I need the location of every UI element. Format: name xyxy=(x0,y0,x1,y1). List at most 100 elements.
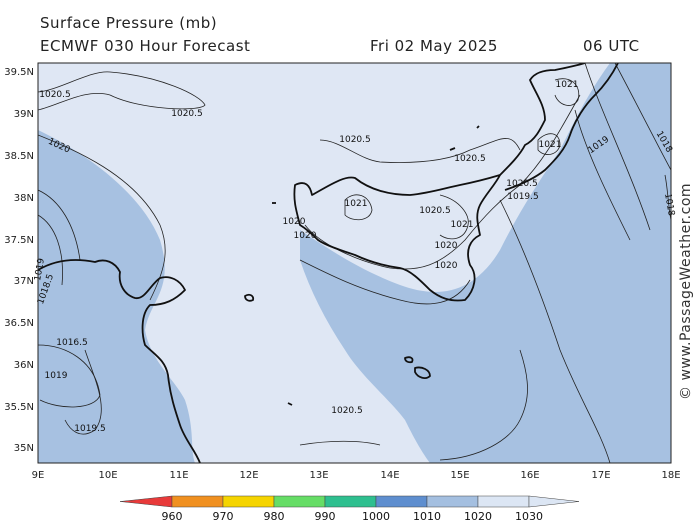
isobar-line xyxy=(299,440,381,446)
isobar-label: 1021 xyxy=(539,140,562,150)
isobar-label: 1021 xyxy=(556,80,579,90)
map-frame xyxy=(37,62,672,464)
longitude-axis: 9E 10E 11E 12E 13E 14E 15E 16E 17E 18E xyxy=(32,470,681,481)
lat-label: 39N xyxy=(14,109,34,120)
colorbar-swatch xyxy=(375,495,428,508)
tunisia-coast xyxy=(38,259,201,463)
isobar-line xyxy=(554,78,580,106)
colorbar-right-arrow xyxy=(528,495,580,508)
lon-label: 17E xyxy=(591,470,610,481)
isobar-label: 1020.5 xyxy=(419,206,451,216)
lat-label: 39.5N xyxy=(4,67,34,78)
colorbar-label: 990 xyxy=(315,510,336,523)
gozo-island xyxy=(404,356,414,364)
colorbar-label: 960 xyxy=(162,510,183,523)
isobar-line xyxy=(38,214,63,286)
colorbar-label: 970 xyxy=(213,510,234,523)
isobar-label: 1020.5 xyxy=(171,109,203,119)
colorbar-label: 1020 xyxy=(464,510,492,523)
sicily-coast xyxy=(293,174,501,302)
ustica-island xyxy=(449,147,456,151)
isobar-line xyxy=(574,109,631,241)
isobar-line xyxy=(38,134,166,301)
isobar-line xyxy=(499,199,611,463)
lat-label: 38.5N xyxy=(4,151,34,162)
isobar-line xyxy=(439,349,528,461)
colorbar-swatch xyxy=(222,495,275,508)
isobar-line xyxy=(664,174,671,221)
isobar-line xyxy=(38,71,206,111)
isobar-line xyxy=(344,194,373,221)
lon-label: 18E xyxy=(661,470,680,481)
forecast-time: 06 UTC xyxy=(583,37,640,55)
model-forecast-label: ECMWF 030 Hour Forecast xyxy=(40,37,251,55)
aeolian-island xyxy=(476,125,480,129)
colorbar-label: 1000 xyxy=(362,510,390,523)
map-title: Surface Pressure (mb) xyxy=(40,14,218,32)
lat-label: 35N xyxy=(14,443,34,454)
lon-label: 10E xyxy=(98,470,117,481)
isobar-line xyxy=(584,63,651,231)
isobar-label: 1020.5 xyxy=(506,179,538,189)
lat-label: 36N xyxy=(14,360,34,371)
lat-label: 38N xyxy=(14,193,34,204)
isobar-line xyxy=(304,94,581,270)
isobar-label: 1019 xyxy=(33,257,47,282)
isobar-line xyxy=(439,194,469,240)
isobar-label: 1018 xyxy=(662,193,676,218)
isobar-label: 1019.5 xyxy=(74,424,106,434)
lon-label: 11E xyxy=(169,470,188,481)
colorbar-label: 1010 xyxy=(413,510,441,523)
calabria-coast xyxy=(504,63,619,191)
isobar-label: 1020 xyxy=(435,261,458,271)
lon-label: 9E xyxy=(32,470,45,481)
isobar-line xyxy=(537,133,561,155)
colorbar-label: 1030 xyxy=(515,510,543,523)
colorbar: 960 970 980 990 1000 1010 1020 1030 xyxy=(119,495,580,523)
colorbar-left-arrow xyxy=(119,495,173,508)
malta-island xyxy=(414,366,431,379)
isobar-label: 1020.5 xyxy=(454,154,486,164)
isobar-labels: 1020.5 1020.5 1020 1020.5 1020.5 1021 10… xyxy=(33,80,676,434)
lat-label: 37.5N xyxy=(4,235,34,246)
lon-label: 13E xyxy=(309,470,328,481)
colorbar-label: 980 xyxy=(264,510,285,523)
isobar-line xyxy=(38,189,81,261)
lampedusa-island xyxy=(287,402,293,406)
colorbar-swatch xyxy=(324,495,377,508)
lat-label: 35.5N xyxy=(4,402,34,413)
lat-label: 37N xyxy=(14,276,34,287)
southeast-low-pressure-region xyxy=(300,63,671,463)
map-area xyxy=(38,63,671,463)
isobar-line xyxy=(614,63,671,171)
isobar-label: 1020.5 xyxy=(39,90,71,100)
pantelleria-island xyxy=(244,293,255,302)
calabria-coast xyxy=(499,63,586,176)
isobar-line xyxy=(299,259,471,305)
colorbar-swatch xyxy=(273,495,326,508)
colorbar-swatch xyxy=(477,495,530,508)
west-low-pressure-region xyxy=(38,130,195,463)
colorbar-swatch xyxy=(171,495,224,508)
isobar-line xyxy=(319,138,521,163)
isobar-label: 1020 xyxy=(435,241,458,251)
isobar-label: 1020.5 xyxy=(331,406,363,416)
isobar-line xyxy=(64,349,102,435)
forecast-date: Fri 02 May 2025 xyxy=(370,37,498,55)
lat-label: 36.5N xyxy=(4,318,34,329)
isobar-label: 1019.5 xyxy=(507,192,539,202)
latitude-axis: 39.5N 39N 38.5N 38N 37.5N 37N 36.5N 36N … xyxy=(4,67,34,454)
isobar-label: 1021 xyxy=(345,199,368,209)
isobar-label: 1020.5 xyxy=(339,135,371,145)
isobar-label: 1016.5 xyxy=(56,338,88,348)
lon-label: 14E xyxy=(380,470,399,481)
isobar-label: 1019 xyxy=(45,371,68,381)
lon-label: 16E xyxy=(520,470,539,481)
lon-label: 12E xyxy=(239,470,258,481)
colorbar-swatch xyxy=(426,495,479,508)
isobar-label: 1020 xyxy=(294,231,317,241)
isobar-label: 1021 xyxy=(451,220,474,230)
lon-label: 15E xyxy=(450,470,469,481)
isobar-label: 1020 xyxy=(283,217,306,227)
